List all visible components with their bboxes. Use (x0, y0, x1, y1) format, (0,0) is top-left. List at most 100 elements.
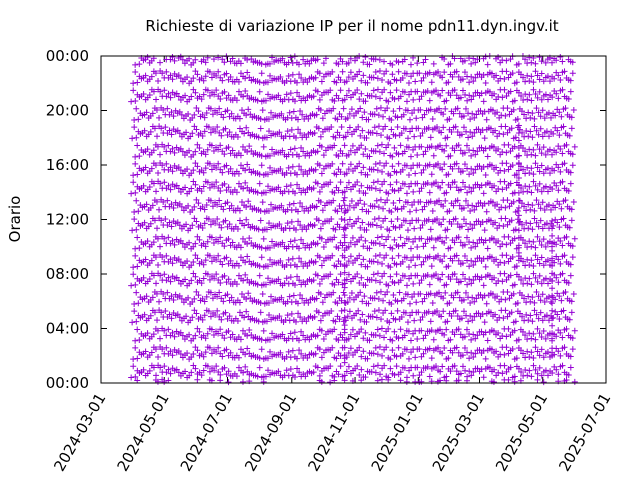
data-point (267, 348, 274, 355)
data-point (228, 294, 235, 301)
data-point (463, 326, 470, 333)
data-point (414, 152, 421, 159)
data-point (378, 141, 385, 148)
data-point (389, 71, 396, 78)
data-point (366, 61, 373, 68)
data-point (168, 315, 175, 322)
data-point (542, 243, 549, 250)
data-point (410, 330, 417, 337)
data-point (132, 373, 139, 380)
data-point (338, 215, 345, 222)
data-point (348, 290, 355, 297)
data-point (243, 216, 250, 223)
data-point (169, 329, 176, 336)
data-point (399, 258, 406, 265)
data-point (265, 300, 272, 307)
data-point (511, 143, 518, 150)
data-point (355, 123, 362, 130)
data-point (537, 297, 544, 304)
data-point (553, 241, 560, 248)
data-point (132, 189, 139, 196)
data-point (557, 237, 564, 244)
data-point (445, 79, 452, 86)
data-point (132, 61, 139, 68)
data-point (515, 242, 522, 249)
data-point (200, 183, 207, 190)
data-point (410, 96, 417, 103)
data-point (255, 318, 262, 325)
data-point (453, 344, 460, 351)
data-point (466, 79, 473, 86)
data-point (376, 240, 383, 247)
data-point (169, 352, 176, 359)
data-point (492, 127, 499, 134)
data-point (284, 128, 291, 135)
data-point (557, 168, 564, 175)
data-point (227, 73, 234, 80)
data-point (391, 188, 398, 195)
data-point (243, 204, 250, 211)
data-point (541, 299, 548, 306)
data-point (570, 199, 577, 206)
data-point (260, 327, 267, 334)
data-point (484, 153, 491, 160)
data-point (488, 254, 495, 261)
data-point (131, 117, 138, 124)
data-point (522, 78, 529, 85)
data-point (310, 93, 317, 100)
data-point (144, 238, 151, 245)
data-point (390, 108, 397, 115)
data-point (569, 254, 576, 261)
data-point (439, 258, 446, 265)
data-point (185, 202, 192, 209)
data-point (538, 280, 545, 287)
data-point (381, 86, 388, 93)
data-point (385, 141, 392, 148)
data-point (178, 203, 185, 210)
data-point (410, 372, 417, 379)
data-point (179, 56, 186, 63)
data-point (497, 351, 504, 358)
data-point (212, 312, 219, 319)
data-point (303, 226, 310, 233)
data-point (532, 366, 539, 373)
data-point (403, 98, 410, 105)
chart-title: Richieste di variazione IP per il nome p… (145, 17, 558, 35)
data-point (347, 253, 354, 260)
data-point (483, 300, 490, 307)
data-point (542, 335, 549, 342)
data-point (468, 349, 475, 356)
data-point (241, 314, 248, 321)
data-point (305, 207, 312, 214)
data-point (549, 352, 556, 359)
data-point (134, 171, 141, 178)
data-point (331, 97, 338, 104)
data-point (194, 163, 201, 170)
data-point (149, 294, 156, 301)
data-point (203, 293, 210, 300)
data-point (401, 56, 408, 63)
data-point (502, 204, 509, 211)
data-point (194, 71, 201, 78)
data-point (467, 221, 474, 228)
data-point (525, 317, 532, 324)
data-point (514, 208, 521, 214)
data-point (199, 316, 206, 323)
data-point (158, 309, 165, 316)
data-point (523, 127, 530, 134)
data-point (242, 271, 249, 278)
data-point (293, 171, 300, 178)
data-point (559, 242, 566, 249)
data-point (200, 275, 207, 282)
data-point (356, 344, 363, 351)
data-point (165, 326, 172, 333)
data-point (397, 369, 404, 376)
y-tick-label: 04:00 (46, 320, 89, 338)
data-point (542, 183, 549, 190)
data-point (540, 262, 547, 269)
data-point (468, 152, 475, 159)
data-point (202, 335, 209, 342)
data-point (414, 60, 421, 67)
data-point (296, 369, 303, 376)
data-point (543, 128, 550, 135)
